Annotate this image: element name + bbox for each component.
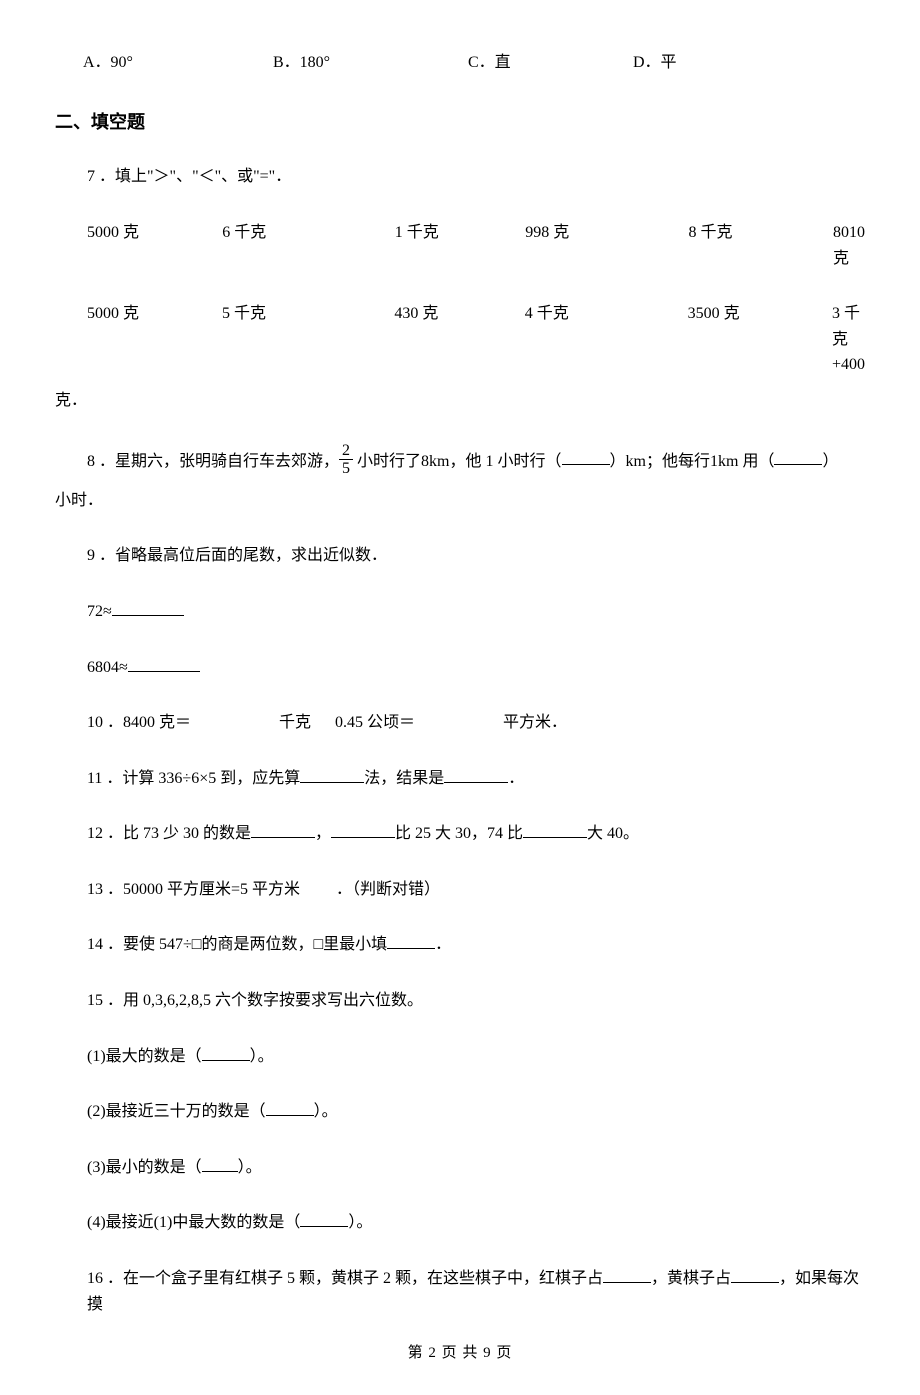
q8-1km: 1km (710, 452, 738, 469)
q16-mid: ，黄棋子占 (651, 1270, 731, 1287)
q8-mid5: 用（ (738, 452, 774, 469)
q7-row1: 5000 克 6 千克 1 千克 998 克 8 千克 8010 克 (55, 220, 865, 271)
q11-blank1 (300, 767, 364, 783)
q9-blank2 (128, 656, 200, 672)
q10-mid1: 千克 (279, 714, 311, 731)
q12-end: 大 40。 (587, 825, 639, 842)
q8-mid2: ，他 1 小时行（ (449, 452, 561, 469)
q16-pre: 16 ．在一个盒子里有红棋子 5 颗，黄棋子 2 颗，在这些棋子中，红棋子占 (87, 1270, 603, 1287)
q11-pre: 11 ．计算 336÷6×5 到，应先算 (87, 770, 300, 787)
q9-prompt: 9 ．省略最高位后面的尾数，求出近似数． (55, 543, 865, 569)
option-c: C．直 (468, 50, 633, 76)
q8-8km: 8km (421, 452, 449, 469)
q15-s2-blank (266, 1100, 314, 1116)
q15-s4-blank (300, 1211, 348, 1227)
q15-s2-pre: (2)最接近三十万的数是（ (87, 1103, 266, 1120)
q7-r2-c5: 3500 克 (688, 301, 832, 378)
q11-end: ． (508, 770, 524, 787)
q8-km: km (626, 452, 646, 469)
q12-blank1 (251, 822, 315, 838)
q7-r1-c1: 5000 克 (87, 220, 222, 271)
q7-r2-c4: 4 千克 (525, 301, 688, 378)
q15-s3-pre: (3)最小的数是（ (87, 1159, 202, 1176)
q15-s4-pre: (4)最接近(1)中最大数的数是（ (87, 1214, 300, 1231)
q13-end: ．（判断对错） (336, 881, 440, 898)
q10-mid2: 0.45 公顷＝ (335, 714, 415, 731)
q10: 10 ．8400 克＝ 千克 0.45 公顷＝ 平方米． (55, 710, 865, 736)
q9-line1: 72≈ (55, 599, 865, 625)
q15-prompt: 15 ．用 0,3,6,2,8,5 六个数字按要求写出六位数。 (55, 988, 865, 1014)
q7-row2: 5000 克 5 千克 430 克 4 千克 3500 克 3 千克+400 (55, 301, 865, 378)
q15-s1-end: ）。 (250, 1048, 274, 1065)
q8-frac-num: 2 (339, 442, 353, 461)
option-d: D．平 (633, 50, 783, 76)
q14-pre: 14 ．要使 547÷□的商是两位数，□里最小填 (87, 936, 387, 953)
q12-blank2 (331, 822, 395, 838)
q8-blank2 (774, 449, 822, 465)
q8-tail: 小时． (55, 488, 865, 514)
q7-tail: 克． (55, 388, 865, 414)
q7-r1-c5: 8 千克 (688, 220, 833, 271)
q10-pre: 10 ．8400 克＝ (87, 714, 191, 731)
q16: 16 ．在一个盒子里有红棋子 5 颗，黄棋子 2 颗，在这些棋子中，红棋子占 ，黄… (55, 1266, 865, 1317)
q7-r2-c1: 5000 克 (87, 301, 222, 378)
q8-mid3: ） (610, 452, 626, 469)
section-2-title: 二、填空题 (55, 108, 865, 137)
q8-frac-den: 5 (339, 460, 353, 478)
q15-s3-end: ）。 (238, 1159, 262, 1176)
q7-r1-c6: 8010 克 (833, 220, 865, 271)
q12-pre: 12 ．比 73 少 30 的数是 (87, 825, 251, 842)
q16-blank1 (603, 1267, 651, 1283)
q8: 8 ．星期六，张明骑自行车去郊游，25 小时行了8km，他 1 小时行（）km；… (55, 444, 865, 514)
q7-prompt: 7 ．填上"＞"、"＜"、或"="． (55, 164, 865, 190)
q9-l2-text: 6804≈ (87, 659, 128, 676)
q13: 13 ．50000 平方厘米=5 平方米 ．（判断对错） (55, 877, 865, 903)
q15-s4-end: ）。 (348, 1214, 372, 1231)
q7-r2-c2: 5 千克 (222, 301, 394, 378)
q12-mid2: 比 25 大 30，74 比 (395, 825, 523, 842)
q16-blank2 (731, 1267, 779, 1283)
q10-mid3: 平方米． (503, 714, 567, 731)
q7-r1-c4: 998 克 (525, 220, 688, 271)
q15-s2: (2)最接近三十万的数是（ ）。 (55, 1099, 865, 1125)
q6-options: A．90° B．180° C．直 D．平 (55, 50, 865, 76)
q12: 12 ．比 73 少 30 的数是 ， 比 25 大 30，74 比 大 40。 (55, 821, 865, 847)
q8-blank1 (562, 449, 610, 465)
q8-mid6: ） (822, 452, 838, 469)
q14: 14 ．要使 547÷□的商是两位数，□里最小填 ． (55, 932, 865, 958)
q8-fraction: 25 (339, 442, 353, 478)
q11: 11 ．计算 336÷6×5 到，应先算 法，结果是 ． (55, 766, 865, 792)
q11-blank2 (444, 767, 508, 783)
q15-s2-end: ）。 (314, 1103, 338, 1120)
q9-l1-text: 72≈ (87, 603, 112, 620)
q8-mid4: ；他每行 (646, 452, 710, 469)
q15-s1: (1)最大的数是（ ）。 (55, 1044, 865, 1070)
q8-pre: 8 ．星期六，张明骑自行车去郊游， (87, 452, 339, 469)
q14-blank (387, 933, 435, 949)
q14-end: ． (435, 936, 451, 953)
q7-r2-c3: 430 克 (394, 301, 524, 378)
q11-mid: 法，结果是 (364, 770, 444, 787)
q7-r2-c6: 3 千克+400 (832, 301, 865, 378)
page-footer: 第 2 页 共 9 页 (55, 1341, 865, 1365)
q15-s3-blank (202, 1156, 238, 1172)
q15-s1-blank (202, 1045, 250, 1061)
option-b: B．180° (273, 50, 468, 76)
q12-blank3 (523, 822, 587, 838)
q8-mid1: 小时行了 (353, 452, 421, 469)
q12-mid1: ， (315, 825, 331, 842)
q9-blank1 (112, 600, 184, 616)
q15-s3: (3)最小的数是（ ）。 (55, 1155, 865, 1181)
q9-line2: 6804≈ (55, 655, 865, 681)
q15-s4: (4)最接近(1)中最大数的数是（ ）。 (55, 1210, 865, 1236)
option-a: A．90° (83, 50, 273, 76)
q7-r1-c3: 1 千克 (395, 220, 526, 271)
q7-r1-c2: 6 千克 (222, 220, 395, 271)
q15-s1-pre: (1)最大的数是（ (87, 1048, 202, 1065)
q13-pre: 13 ．50000 平方厘米=5 平方米 (87, 881, 300, 898)
